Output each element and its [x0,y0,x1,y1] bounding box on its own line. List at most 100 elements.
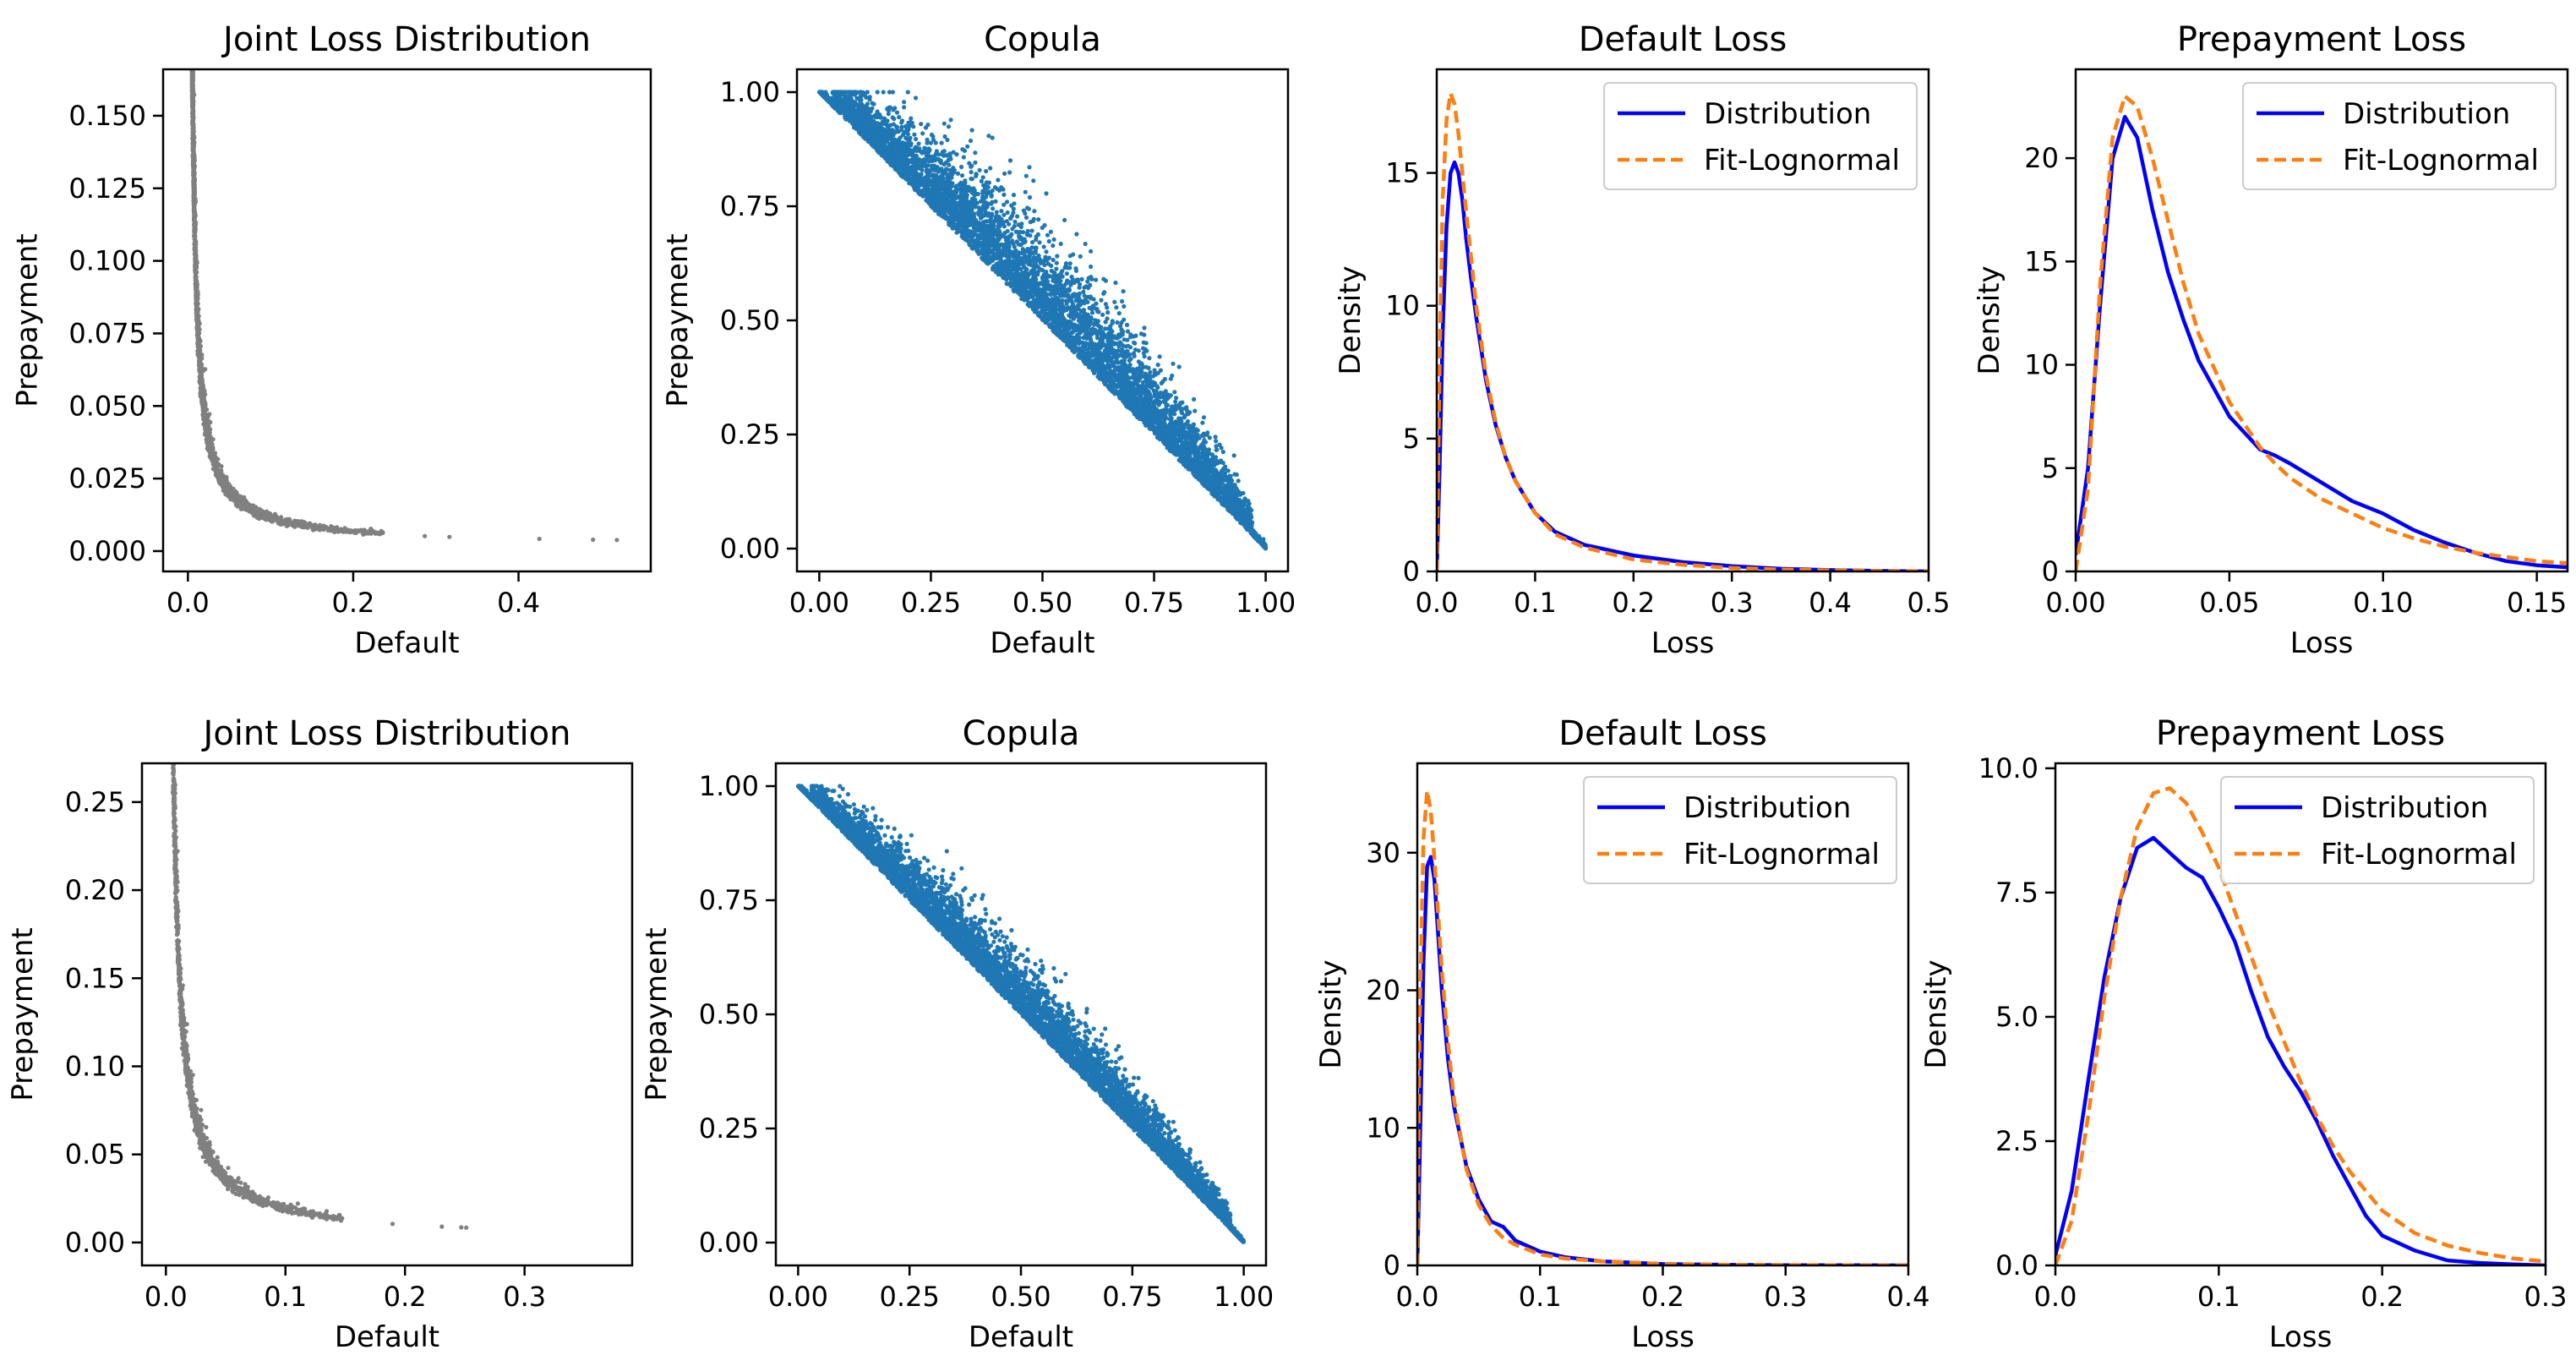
scatter-point [1184,405,1189,410]
scatter-point [190,39,194,43]
scatter-point [190,52,194,57]
scatter-point [190,16,194,20]
scatter-point [190,22,194,26]
scatter-point [1054,266,1059,271]
scatter-point [190,59,194,63]
scatter-point [190,11,194,15]
scatter-point [190,46,194,51]
scatter-point [923,125,929,130]
scatter-point [190,32,194,36]
scatter-point [190,47,194,52]
scatter-point [190,53,194,57]
scatter-point [190,30,194,35]
scatter-point [190,3,194,8]
scatter-point [193,235,198,240]
scatter-point [190,56,194,60]
y-tick-label: 0.050 [68,390,146,422]
y-tick-label: 0.025 [68,462,146,494]
scatter-point [190,50,194,54]
scatter-point [190,25,194,29]
scatter-point [190,4,194,8]
scatter-point [979,178,984,183]
scatter-point [981,213,986,218]
scatter-point [190,33,194,37]
scatter-point [1063,261,1069,266]
scatter-point [190,20,194,25]
scatter-point [190,0,194,3]
scatter-point [190,52,194,57]
scatter-point [190,56,194,60]
scatter-point [190,63,194,67]
scatter-point [190,31,194,36]
scatter-point [195,342,201,347]
scatter-point [223,492,228,497]
scatter-point [192,186,197,191]
scatter-point [190,64,194,68]
scatter-point [190,25,194,30]
scatter-point [190,45,194,49]
scatter-point [190,28,194,32]
scatter-point [208,434,213,440]
scatter-point [191,92,196,97]
scatter-point [210,446,216,451]
scatter-point [333,529,338,534]
scatter-point [190,49,194,53]
scatter-point [190,49,194,53]
scatter-point [190,115,195,120]
scatter-point [197,374,202,380]
scatter-point [190,30,194,35]
scatter-point [190,49,194,53]
scatter-point [190,43,194,47]
scatter-point [211,451,216,457]
scatter-point [204,438,210,443]
scatter-point [203,402,208,407]
scatter-point [190,40,194,44]
y-tick-label: 0.150 [68,100,146,132]
scatter-point [259,511,265,516]
scatter-point [994,210,999,215]
scatter-point [360,529,365,534]
scatter-points [189,0,619,543]
scatter-point [190,57,194,61]
scatter-point [190,45,194,49]
scatter-point [190,30,194,34]
scatter-point [265,510,270,515]
scatter-point [190,18,194,22]
scatter-point [190,62,194,66]
scatter-point [190,36,194,40]
scatter-point [190,55,194,59]
scatter-point [190,11,194,15]
scatter-point [190,46,194,50]
scatter-point [190,3,194,8]
scatter-point [190,107,195,112]
scatter-point [190,55,194,59]
scatter-point [190,53,194,57]
scatter-point [204,432,209,437]
scatter-point [190,35,194,39]
scatter-point [1051,237,1056,242]
scatter-point [190,52,194,56]
scatter-point [190,25,194,29]
scatter-point [190,30,194,35]
scatter-point [193,264,198,270]
scatter-point [190,59,194,63]
scatter-point [190,30,194,35]
scatter-point [190,35,194,39]
scatter-point [284,516,289,522]
scatter-point [243,507,248,512]
scatter-point [190,5,194,9]
scatter-point [190,41,194,45]
scatter-point [216,470,221,475]
scatter-point [226,489,232,494]
scatter-point [190,8,194,12]
scatter-point [190,42,194,46]
scatter-point [207,440,212,445]
scatter-point [190,46,194,51]
scatter-point [190,16,194,20]
scatter-point [190,30,194,35]
scatter-point [1077,285,1082,290]
scatter-point [190,1,194,5]
scatter-point [1078,254,1083,259]
scatter-point [190,27,194,31]
scatter-point [190,53,194,57]
